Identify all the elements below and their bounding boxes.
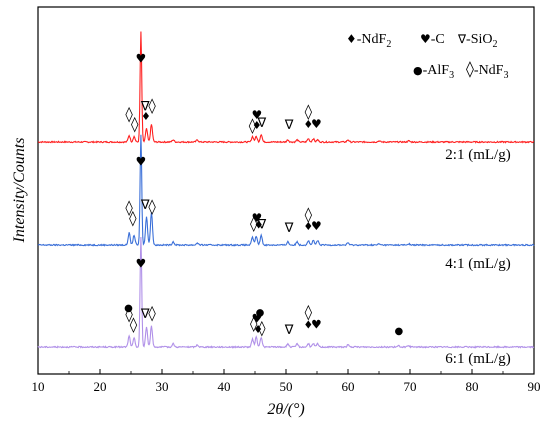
marker-c-heart: ♥ — [311, 317, 322, 331]
legend-entry: ●-AlF3 — [413, 63, 454, 81]
marker-ndf2-diamond: ♦ — [141, 110, 151, 123]
marker-c-heart: ♥ — [136, 51, 147, 65]
x-tick-label: 90 — [528, 379, 541, 394]
series-layer — [37, 31, 535, 349]
legend: ♦-NdF2 ♥-C ∇-SiO2●-AlF3 ◊-NdF3 — [346, 32, 508, 81]
marker-sio2-nabla: ∇ — [256, 218, 266, 233]
marker-ndf3-lozenge: ◊ — [305, 102, 313, 120]
marker-ndf3-lozenge: ◊ — [125, 305, 133, 323]
marker-alf3-dot: ● — [256, 308, 265, 319]
series-line — [37, 31, 535, 144]
x-tick-label: 40 — [218, 379, 231, 394]
legend-entry: ♦-NdF2 — [346, 32, 391, 50]
marker-sio2-nabla: ∇ — [140, 198, 150, 213]
legend-entry: ◊-NdF3 — [466, 59, 508, 81]
marker-ndf3-lozenge: ◊ — [148, 97, 156, 115]
x-tick-label: 20 — [94, 379, 107, 394]
marker-ndf2-diamond: ♦ — [303, 318, 313, 331]
marker-ndf2-diamond: ♦ — [252, 119, 262, 132]
marker-ndf3-lozenge: ◊ — [258, 319, 266, 337]
marker-c-heart: ♥ — [136, 154, 147, 168]
marker-ndf2-diamond: ♦ — [254, 219, 264, 232]
marker-sio2-nabla: ∇ — [284, 118, 294, 133]
marker-ndf3-lozenge: ◊ — [249, 116, 257, 134]
marker-ndf2-diamond: ♦ — [253, 323, 263, 336]
legend-entry: ∇-SiO2 — [457, 32, 497, 50]
marker-ndf3-lozenge: ◊ — [130, 316, 138, 334]
series-line — [37, 236, 535, 349]
marker-c-heart: ♥ — [251, 211, 262, 225]
marker-sio2-nabla: ∇ — [140, 307, 150, 322]
marker-alf3-dot: ● — [394, 326, 403, 337]
marker-c-heart: ♥ — [251, 108, 262, 122]
marker-alf3-dot: ● — [124, 303, 133, 314]
marker-ndf3-lozenge: ◊ — [129, 209, 137, 227]
marker-sio2-nabla: ∇ — [284, 221, 294, 236]
marker-ndf2-diamond: ♦ — [303, 220, 313, 233]
marker-sio2-nabla: ∇ — [284, 323, 294, 338]
x-tick-label: 70 — [404, 379, 417, 394]
x-tick-label: 80 — [466, 379, 479, 394]
series-label-layer: 2:1 (mL/g) 4:1 (mL/g) 6:1 (mL/g) — [445, 147, 510, 367]
marker-ndf3-lozenge: ◊ — [125, 105, 133, 123]
x-tick-label: 10 — [32, 379, 45, 394]
marker-sio2-nabla: ∇ — [256, 116, 266, 131]
marker-c-heart: ♥ — [136, 256, 147, 270]
marker-layer: ♥◊◊∇♦◊◊♥♦∇ ∇◊♦♥♥◊◊∇◊◊♥♦∇ ∇◊♦♥♥●◊◊∇◊◊♥●♦◊ ∇◊… — [124, 51, 403, 338]
marker-ndf3-lozenge: ◊ — [125, 199, 133, 217]
x-tick-label: 30 — [156, 379, 169, 394]
x-tick-layer: 10 20 30 40 50 60 70 80 90 — [32, 369, 541, 394]
marker-c-heart: ♥ — [251, 312, 262, 326]
marker-ndf3-lozenge: ◊ — [148, 304, 156, 322]
plot-frame — [37, 6, 535, 375]
marker-ndf3-lozenge: ◊ — [250, 314, 258, 332]
series-label: 6:1 (mL/g) — [445, 351, 510, 367]
marker-c-heart: ♥ — [311, 219, 322, 233]
marker-ndf3-lozenge: ◊ — [305, 303, 313, 321]
marker-sio2-nabla: ∇ — [140, 100, 150, 115]
series-label: 4:1 (mL/g) — [445, 256, 510, 272]
marker-ndf3-lozenge: ◊ — [148, 197, 156, 215]
x-tick-label: 60 — [342, 379, 355, 394]
x-tick-label: 50 — [280, 379, 293, 394]
legend-entry: ♥-C — [420, 32, 445, 47]
marker-ndf2-diamond: ♦ — [303, 118, 313, 131]
y-axis-label: Intensity/Counts — [11, 138, 28, 244]
marker-ndf3-lozenge: ◊ — [250, 215, 258, 233]
marker-ndf3-lozenge: ◊ — [305, 205, 313, 223]
marker-c-heart: ♥ — [311, 117, 322, 131]
series-label: 2:1 (mL/g) — [445, 147, 510, 163]
series-line — [37, 134, 535, 247]
x-axis-label: 2θ/(°) — [267, 401, 304, 418]
marker-ndf3-lozenge: ◊ — [131, 115, 139, 133]
